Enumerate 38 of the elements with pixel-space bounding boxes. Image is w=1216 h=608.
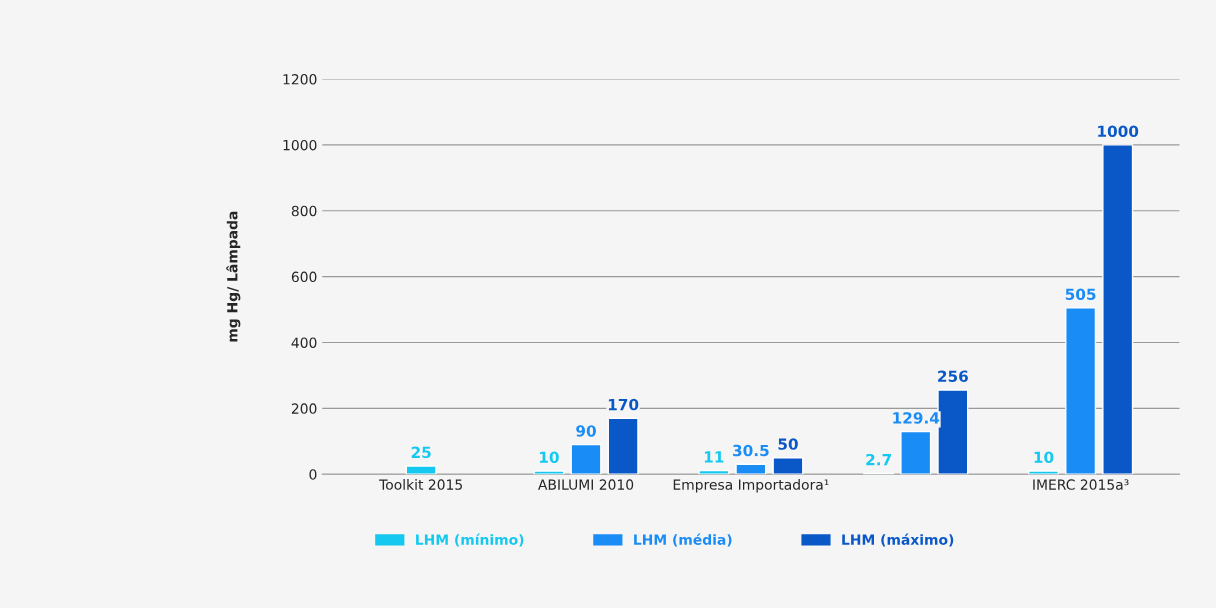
x-tick-label: ABILUMI 2010 bbox=[538, 479, 634, 490]
data-label: 10 bbox=[1034, 451, 1054, 464]
x-tick-label: IMERC 2015a³ bbox=[1033, 479, 1129, 490]
data-label: 11 bbox=[704, 451, 724, 463]
data-label: 129.4 bbox=[893, 412, 940, 424]
data-label: 170 bbox=[608, 398, 639, 411]
data-label: 505 bbox=[1065, 288, 1096, 301]
bar bbox=[1065, 307, 1097, 475]
data-label: 50 bbox=[778, 438, 798, 450]
y-axis-title: mg Hg/ Lâmpada bbox=[226, 211, 241, 342]
bar bbox=[772, 457, 804, 475]
data-label: 256 bbox=[938, 370, 968, 383]
bar bbox=[698, 469, 730, 475]
y-tick-label: 1200 bbox=[283, 74, 317, 85]
data-label: 2.7 bbox=[866, 453, 891, 466]
bar bbox=[900, 430, 932, 475]
data-label: 10 bbox=[540, 451, 559, 464]
x-tick-label: Toolkit 2015 bbox=[379, 479, 462, 490]
bar bbox=[607, 417, 639, 475]
y-tick-label: 200 bbox=[291, 403, 317, 414]
data-label: 1000 bbox=[1098, 125, 1139, 138]
legend-label: LHM (máximo) bbox=[842, 533, 954, 547]
bar bbox=[1102, 144, 1134, 475]
y-tick-label: 400 bbox=[291, 337, 317, 348]
y-tick-label: 0 bbox=[309, 469, 317, 480]
bar bbox=[570, 443, 602, 475]
data-label: 30.5 bbox=[733, 444, 769, 457]
bar bbox=[735, 463, 767, 475]
legend-label: LHM (média) bbox=[634, 533, 732, 547]
data-label: 90 bbox=[576, 425, 596, 437]
bar bbox=[1027, 470, 1060, 475]
y-tick-label: 800 bbox=[291, 205, 317, 217]
data-label: 25 bbox=[411, 446, 431, 459]
y-tick-label: 1000 bbox=[283, 139, 317, 151]
legend-label: LHM (mínimo) bbox=[416, 533, 524, 547]
bar bbox=[533, 470, 565, 475]
y-tick-label: 600 bbox=[291, 271, 317, 283]
x-tick-label: Empresa Importadora¹ bbox=[673, 479, 829, 493]
